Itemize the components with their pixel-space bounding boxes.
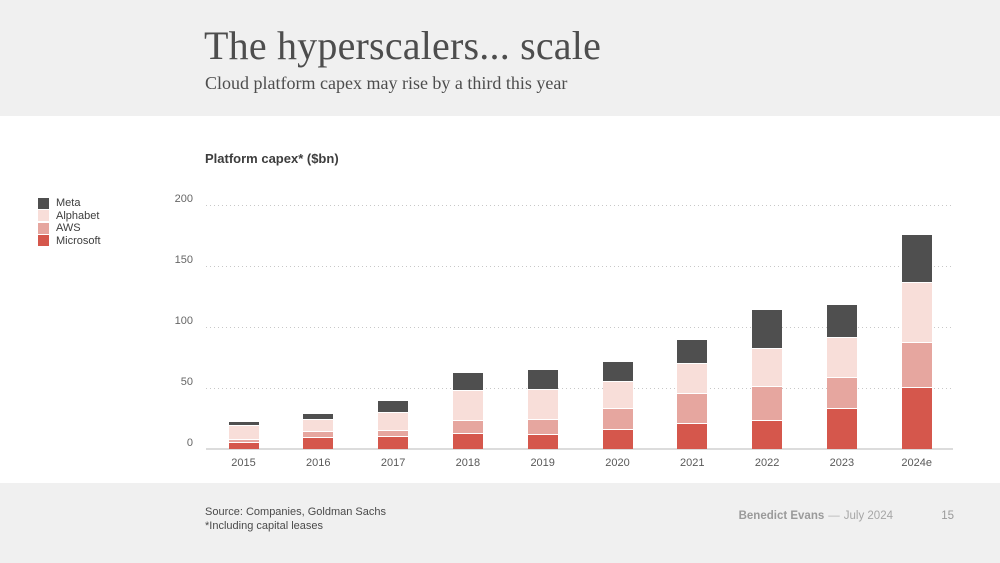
bar-segment-meta-2024e	[901, 234, 932, 282]
source-line: Source: Companies, Goldman Sachs	[205, 506, 386, 518]
bar-segment-aws-2022	[752, 386, 783, 421]
bar-segment-meta-2017	[378, 401, 409, 412]
bar-segment-meta-2018	[452, 373, 483, 390]
bar-segment-microsoft-2022	[752, 420, 783, 449]
footer-band: Source: Companies, Goldman Sachs *Includ…	[0, 483, 1000, 563]
bar-segment-alphabet-2020	[602, 380, 633, 409]
legend-item-microsoft: Microsoft	[38, 235, 101, 248]
bar-segment-microsoft-2018	[452, 433, 483, 449]
bar-2023	[826, 305, 857, 449]
chart-title: Platform capex* ($bn)	[205, 151, 339, 166]
y-tick-label: 150	[174, 254, 193, 266]
bar-segment-meta-2019	[527, 370, 558, 390]
bar-segment-microsoft-2019	[527, 433, 558, 449]
bar-segment-alphabet-2024e	[901, 281, 932, 342]
gridline-50	[206, 387, 953, 389]
bar-segment-microsoft-2016	[303, 437, 334, 449]
gridline-150	[206, 265, 953, 267]
x-tick-label-2017: 2017	[380, 457, 406, 469]
bar-segment-microsoft-2020	[602, 428, 633, 449]
source-note: Source: Companies, Goldman Sachs *Includ…	[205, 505, 386, 533]
bar-segment-alphabet-2023	[826, 337, 857, 378]
legend-label: Microsoft	[56, 234, 101, 247]
legend-label: Alphabet	[56, 209, 100, 222]
slide-title: The hyperscalers... scale	[204, 23, 602, 68]
legend-swatch-icon	[38, 235, 49, 247]
bar-segment-alphabet-2017	[378, 411, 409, 430]
bar-segment-microsoft-2021	[677, 422, 708, 449]
y-tick-label: 0	[186, 437, 193, 449]
x-tick-label-2021: 2021	[680, 457, 705, 469]
legend-swatch-icon	[38, 222, 49, 234]
bar-segment-microsoft-2017	[378, 435, 409, 449]
bar-segment-meta-2022	[752, 309, 783, 349]
legend-label: AWS	[56, 222, 81, 235]
bar-2020	[602, 361, 633, 449]
y-tick-label: 200	[174, 193, 193, 205]
x-tick-label-2023: 2023	[829, 457, 855, 469]
bar-2015	[228, 422, 259, 449]
bar-segment-meta-2015	[228, 422, 259, 425]
bar-segment-microsoft-2024e	[901, 386, 932, 449]
bar-2024e	[901, 234, 932, 449]
x-tick-label-2019: 2019	[530, 457, 555, 469]
bar-segment-alphabet-2018	[452, 389, 483, 421]
bar-segment-aws-2017	[378, 429, 409, 436]
legend-swatch-icon	[38, 197, 49, 209]
bar-segment-alphabet-2019	[527, 389, 558, 420]
bar-segment-meta-2023	[826, 305, 857, 338]
bar-2017	[378, 401, 409, 449]
x-tick-label-2022: 2022	[754, 457, 780, 469]
bar-segment-alphabet-2016	[303, 419, 334, 432]
legend-item-meta: Meta	[38, 197, 101, 210]
gridline-200	[206, 204, 953, 206]
page-number: 15	[941, 510, 954, 522]
header-band: The hyperscalers... scale Cloud platform…	[0, 0, 1000, 116]
x-axis-baseline	[206, 448, 953, 450]
gridline-100	[206, 326, 953, 328]
slide-date: July 2024	[843, 510, 893, 522]
bar-2019	[527, 370, 558, 449]
author-name: Benedict Evans	[738, 510, 825, 522]
footnote-line: *Including capital leases	[205, 520, 324, 532]
bar-segment-meta-2016	[303, 413, 334, 420]
legend-item-alphabet: Alphabet	[38, 210, 101, 223]
chart-plot-area: 0 50 100 150 200 2015 2016 2017 2018 2019 2020 2021…	[175, 193, 953, 469]
legend-label: Meta	[56, 197, 81, 210]
bar-segment-aws-2023	[826, 377, 857, 408]
bar-2022	[752, 309, 783, 449]
bar-segment-aws-2021	[677, 392, 708, 423]
bar-2021	[677, 340, 708, 449]
x-tick-label-2016: 2016	[306, 457, 331, 469]
x-tick-label-2024e: 2024e	[901, 457, 932, 469]
bar-segment-microsoft-2023	[826, 407, 857, 449]
bar-segment-aws-2018	[452, 420, 483, 434]
bar-segment-aws-2020	[602, 408, 633, 429]
bar-segment-alphabet-2022	[752, 348, 783, 387]
y-tick-label: 100	[174, 315, 193, 327]
bar-segment-meta-2020	[602, 361, 633, 381]
bar-2016	[303, 413, 334, 449]
legend-swatch-icon	[38, 210, 49, 222]
bar-2018	[452, 373, 483, 449]
x-tick-label-2020: 2020	[605, 457, 630, 469]
x-tick-label-2018: 2018	[455, 457, 481, 469]
bar-segment-microsoft-2015	[228, 441, 259, 449]
bar-segment-aws-2019	[527, 419, 558, 434]
credit-separator: —	[828, 510, 840, 522]
footer-credit: Benedict Evans — July 2024	[739, 510, 893, 522]
slide-subtitle: Cloud platform capex may rise by a third…	[205, 73, 568, 93]
x-tick-label-2015: 2015	[231, 457, 256, 469]
bar-segment-alphabet-2021	[677, 363, 708, 393]
legend-item-aws: AWS	[38, 222, 101, 235]
bar-segment-aws-2024e	[901, 341, 932, 387]
bar-segment-meta-2021	[677, 340, 708, 364]
bar-segment-aws-2015	[228, 439, 259, 442]
chart-legend: Meta Alphabet AWS Microsoft	[38, 197, 101, 247]
y-tick-label: 50	[180, 376, 193, 388]
bar-segment-aws-2016	[303, 431, 334, 438]
bar-segment-alphabet-2015	[228, 424, 259, 440]
